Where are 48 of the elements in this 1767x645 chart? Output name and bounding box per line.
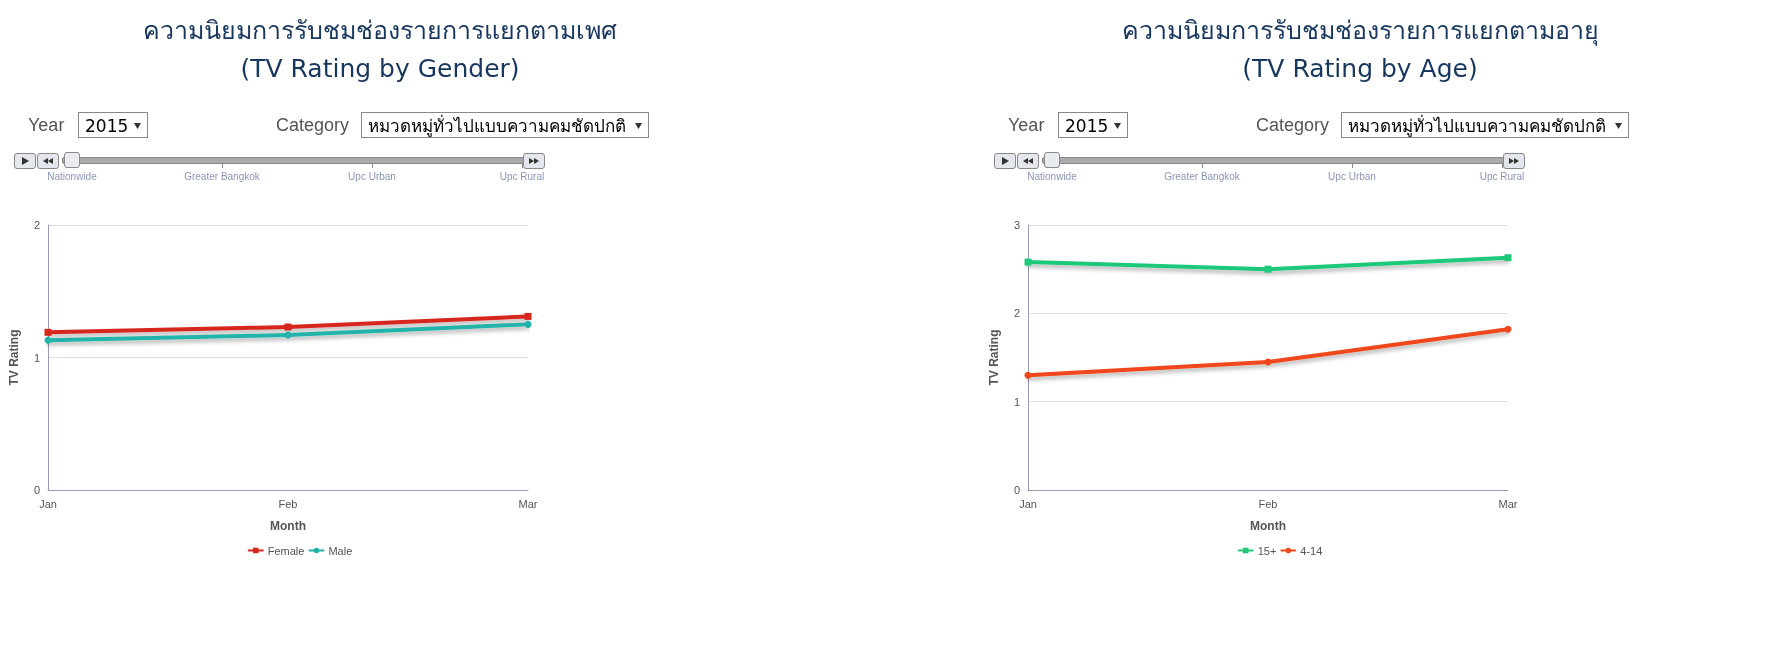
y-tick-label: 0: [1013, 484, 1020, 496]
x-tick-label: Feb: [278, 497, 298, 510]
text: Year: [1008, 115, 1045, 136]
y-tick-label: 3: [1013, 219, 1020, 231]
y-tick-label: 1: [33, 351, 40, 364]
legend-label: Female: [267, 544, 305, 557]
text: Nationwide: [1027, 171, 1077, 182]
x-tick-label: Mar: [1498, 497, 1518, 510]
point: [524, 312, 532, 320]
chart-title: ความนิยมการรับชมช่องรายการแยกตามอายุ (TV Rating by Age): [1120, 15, 1600, 85]
text: Upc Urban: [348, 171, 396, 182]
y-tick-label: 0: [33, 484, 40, 496]
chart-title: ความนิยมการรับชมช่องรายการแยกตามเพศ (TV Rating by Gender): [142, 15, 618, 85]
year-dropdown: 2015: [78, 112, 148, 138]
text: Category: [276, 115, 350, 136]
category-dropdown: หมวดหมู่ทั่วไปแบบความคมชัดปกติ: [361, 112, 649, 138]
point: [44, 336, 52, 344]
point: [284, 323, 292, 331]
category-dropdown: หมวดหมู่ทั่วไปแบบความคมชัดปกติ: [1341, 112, 1629, 138]
point: [524, 320, 532, 328]
y-axis-title: TV Rating: [987, 329, 1001, 386]
y-tick-label: 1: [1013, 395, 1020, 408]
x-axis-title: Month: [270, 519, 306, 533]
y-tick-label: 2: [33, 219, 40, 231]
text: Year: [28, 115, 65, 136]
legend-label: 4-14: [1300, 544, 1323, 557]
y-axis-title: TV Rating: [7, 329, 21, 386]
x-tick-label: Jan: [1019, 497, 1037, 510]
point: [1504, 254, 1512, 262]
text: Upc Rural: [1479, 171, 1525, 182]
point: [1504, 325, 1512, 333]
text: Nationwide: [47, 171, 97, 182]
text: Greater Bangkok: [184, 171, 260, 182]
text: Upc Urban: [1328, 171, 1376, 182]
x-tick-label: Feb: [1258, 497, 1278, 510]
point: [1024, 258, 1032, 266]
x-tick-label: Jan: [39, 497, 57, 510]
y-tick-label: 2: [1013, 307, 1020, 320]
x-axis-title: Month: [1250, 519, 1286, 533]
legend-label: Male: [328, 544, 353, 557]
text: Upc Rural: [499, 171, 545, 182]
point: [44, 328, 52, 336]
point: [1264, 265, 1272, 273]
text: Category: [1256, 115, 1330, 136]
text: Greater Bangkok: [1164, 171, 1240, 182]
legend-label: 15+: [1257, 544, 1277, 557]
year-dropdown: 2015: [1058, 112, 1128, 138]
x-tick-label: Mar: [518, 497, 538, 510]
